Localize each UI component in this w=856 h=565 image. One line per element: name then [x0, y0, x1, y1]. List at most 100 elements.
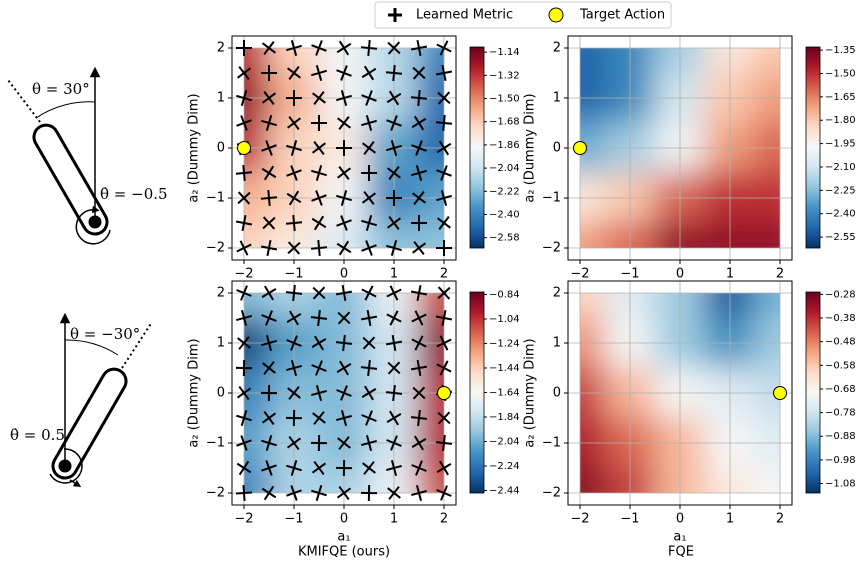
- metric-glyph: [386, 435, 402, 451]
- metric-glyph: [436, 140, 452, 156]
- colorbar: −0.84 −1.04 −1.24 −1.44 −1.64 −1.84 −2.04 −2.24…: [469, 289, 520, 497]
- metric-glyph: [312, 411, 326, 425]
- metric-glyph: [286, 360, 302, 376]
- metric-glyph: [336, 40, 352, 56]
- colorbar-tick-label: −1.64: [489, 388, 520, 399]
- y-tick-label: 1: [553, 336, 561, 351]
- metric-glyph: [411, 460, 427, 476]
- x-tick-label: 1: [726, 512, 734, 527]
- metric-glyph: [287, 66, 301, 80]
- rotation-arrow: [69, 479, 82, 487]
- colorbar-tick-label: −0.48: [825, 337, 856, 348]
- metric-glyph: [361, 165, 377, 181]
- metric-glyph: [285, 214, 303, 232]
- metric-glyph: [261, 140, 277, 156]
- colorbar-tick-label: −2.22: [489, 186, 520, 197]
- metric-glyph: [286, 485, 302, 501]
- metric-glyph: [337, 116, 351, 130]
- axes-frame: [567, 35, 793, 261]
- colorbar-tick-label: −2.25: [825, 185, 856, 196]
- metric-glyph: [411, 115, 427, 131]
- metric-glyph: [411, 215, 427, 231]
- x-tick-label: 0: [340, 512, 348, 527]
- colorbar: −1.35 −1.50 −1.65 −1.80 −1.95 −2.10 −2.25 −2.40…: [805, 45, 856, 249]
- metric-glyph: [360, 484, 378, 502]
- metric-glyph: [437, 286, 451, 300]
- metric-glyph: [386, 90, 402, 106]
- y-tick-label: 1: [217, 336, 225, 351]
- y-tick-label: −2: [542, 486, 561, 501]
- y-axis-label: a₂ (Dummy Dim): [187, 93, 202, 202]
- metric-glyph: [286, 165, 302, 181]
- metric-glyph: [386, 140, 402, 156]
- metric-glyph: [287, 386, 301, 400]
- metric-glyph: [387, 486, 401, 500]
- theta-dot-label: θ̇ = −0.5: [100, 185, 168, 203]
- rod: [51, 367, 128, 480]
- metric-glyph: [437, 216, 451, 230]
- colorbar-tick-label: −1.14: [489, 47, 520, 58]
- colorbar-tick-label: −2.40: [489, 210, 520, 221]
- colorbar-tick-label: −1.04: [489, 314, 520, 325]
- colorbar-tick-label: −0.38: [825, 313, 856, 324]
- metric-glyph: [260, 384, 278, 402]
- colorbar-fill: [469, 291, 485, 494]
- metric-glyph: [260, 239, 278, 257]
- metric-glyph: [410, 359, 428, 377]
- theta-dot-label: θ̇ = 0.5: [10, 426, 65, 444]
- x-tick-label: −2: [570, 512, 589, 527]
- metric-glyph: [261, 310, 277, 326]
- x-tick-label: 2: [776, 512, 784, 527]
- metric-glyph: [236, 240, 252, 256]
- colorbar-tick-label: −1.08: [825, 479, 856, 490]
- y-tick-label: −1: [542, 436, 561, 451]
- field-cell: [580, 222, 606, 248]
- axes-frame: [231, 280, 457, 506]
- metric-glyph: [310, 309, 328, 327]
- x-axis-label: a₁: [673, 530, 686, 545]
- metric-glyph: [286, 190, 302, 206]
- field-cell: [754, 48, 780, 74]
- metric-glyph: [286, 310, 302, 326]
- metric-glyph: [236, 410, 252, 426]
- metric-glyph: [236, 90, 252, 106]
- metric-glyph: [335, 334, 353, 352]
- axes-frame: [567, 280, 793, 506]
- metric-glyph: [261, 410, 277, 426]
- metric-glyph: [361, 115, 377, 131]
- x-tick-label: 2: [440, 512, 448, 527]
- y-tick-label: −2: [542, 241, 561, 256]
- metric-glyph: [362, 141, 376, 155]
- colorbar-fill: [805, 291, 821, 494]
- metric-glyph: [361, 215, 377, 231]
- colorbar-tick-label: −1.68: [489, 117, 520, 128]
- field-cell: [754, 467, 780, 493]
- metric-glyph: [387, 361, 401, 375]
- metric-glyph: [435, 64, 453, 82]
- metric-glyph: [337, 166, 351, 180]
- x-tick-label: 1: [390, 267, 398, 282]
- metric-glyph: [337, 311, 351, 325]
- x-tick-label: 1: [390, 512, 398, 527]
- metric-glyph: [386, 310, 402, 326]
- metric-glyph: [311, 215, 327, 231]
- pivot: [88, 215, 102, 229]
- metric-glyph: [311, 190, 327, 206]
- metric-glyph: [286, 460, 302, 476]
- y-tick-label: 0: [553, 386, 561, 401]
- metric-glyph: [436, 165, 452, 181]
- rod: [32, 123, 109, 236]
- metric-glyph: [311, 40, 327, 56]
- metric-glyph: [311, 460, 327, 476]
- metric-glyph: [386, 285, 402, 301]
- x-tick-label: 0: [676, 267, 684, 282]
- metric-glyph: [236, 385, 252, 401]
- legend: Learned Metric Target Action: [374, 1, 672, 29]
- dotted-line: [121, 321, 153, 369]
- metric-glyph: [310, 239, 328, 257]
- y-tick-label: 2: [217, 286, 225, 301]
- legend-label: Learned Metric: [416, 8, 513, 23]
- metric-glyph: [386, 410, 402, 426]
- field-cell: [244, 293, 270, 319]
- y-tick-label: 2: [553, 41, 561, 56]
